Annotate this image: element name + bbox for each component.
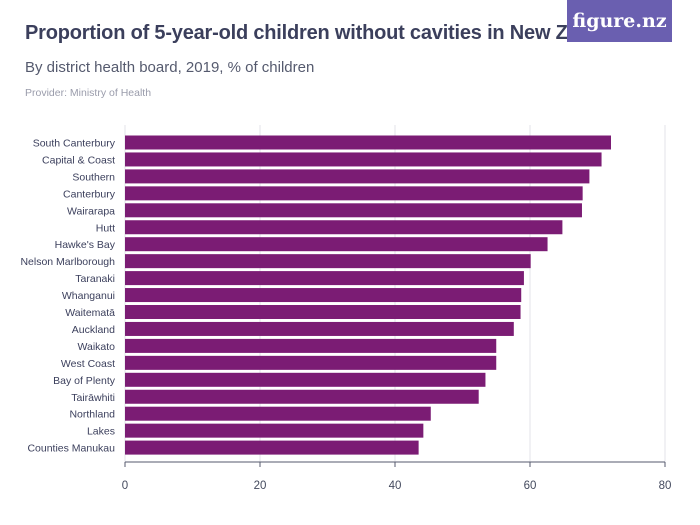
bar[interactable] [125,135,611,150]
x-tick-label: 80 [659,480,672,492]
bar[interactable] [125,389,479,404]
figure-nz-logo[interactable]: figure.nz [567,0,672,42]
bar[interactable] [125,271,524,286]
category-label: Tairāwhiti [71,392,115,404]
category-label: Taranaki [75,273,115,285]
x-tick-label: 20 [254,480,267,492]
bar[interactable] [125,152,602,167]
chart-title: Proportion of 5-year-old children withou… [25,22,630,44]
bar[interactable] [125,305,521,319]
category-label: Counties Manukau [27,443,115,455]
bar[interactable] [125,186,583,201]
bar[interactable] [125,203,582,218]
category-label: Lakes [87,426,115,438]
bar[interactable] [125,440,419,455]
category-label: Wairarapa [67,205,115,217]
category-label: South Canterbury [33,138,116,150]
x-axis-ticks: 0 20 40 60 80 [122,461,672,492]
category-label: Waikato [77,341,115,353]
category-label: Hutt [96,222,115,234]
category-labels: South Canterbury Capital & Coast Southern C… [20,138,115,455]
category-label: Bay of Plenty [53,375,116,387]
bar[interactable] [125,423,424,438]
category-label: Hawke's Bay [55,239,116,251]
x-tick-label: 40 [389,480,402,492]
bar[interactable] [125,169,590,184]
bar[interactable] [125,237,548,252]
category-label: West Coast [61,358,115,370]
category-label: Waitematā [65,307,115,319]
bar[interactable] [125,321,514,336]
category-label: Nelson Marlborough [20,256,115,268]
category-label: Northland [69,409,115,421]
x-tick-label: 60 [524,480,537,492]
category-label: Auckland [72,324,115,336]
bar[interactable] [125,355,497,370]
bar[interactable] [125,254,531,269]
bar[interactable] [125,406,431,421]
bar[interactable] [125,338,497,353]
category-label: Whanganui [62,290,115,302]
category-label: Capital & Coast [42,154,115,166]
x-tick-label: 0 [122,480,128,492]
bar[interactable] [125,288,522,303]
chart-subtitle: By district health board, 2019, % of chi… [25,59,315,76]
provider-note: Provider: Ministry of Health [25,87,152,99]
category-label: Canterbury [63,188,116,200]
bar[interactable] [125,372,486,387]
bar[interactable] [125,220,563,235]
bars [125,135,611,455]
category-label: Southern [72,171,115,183]
